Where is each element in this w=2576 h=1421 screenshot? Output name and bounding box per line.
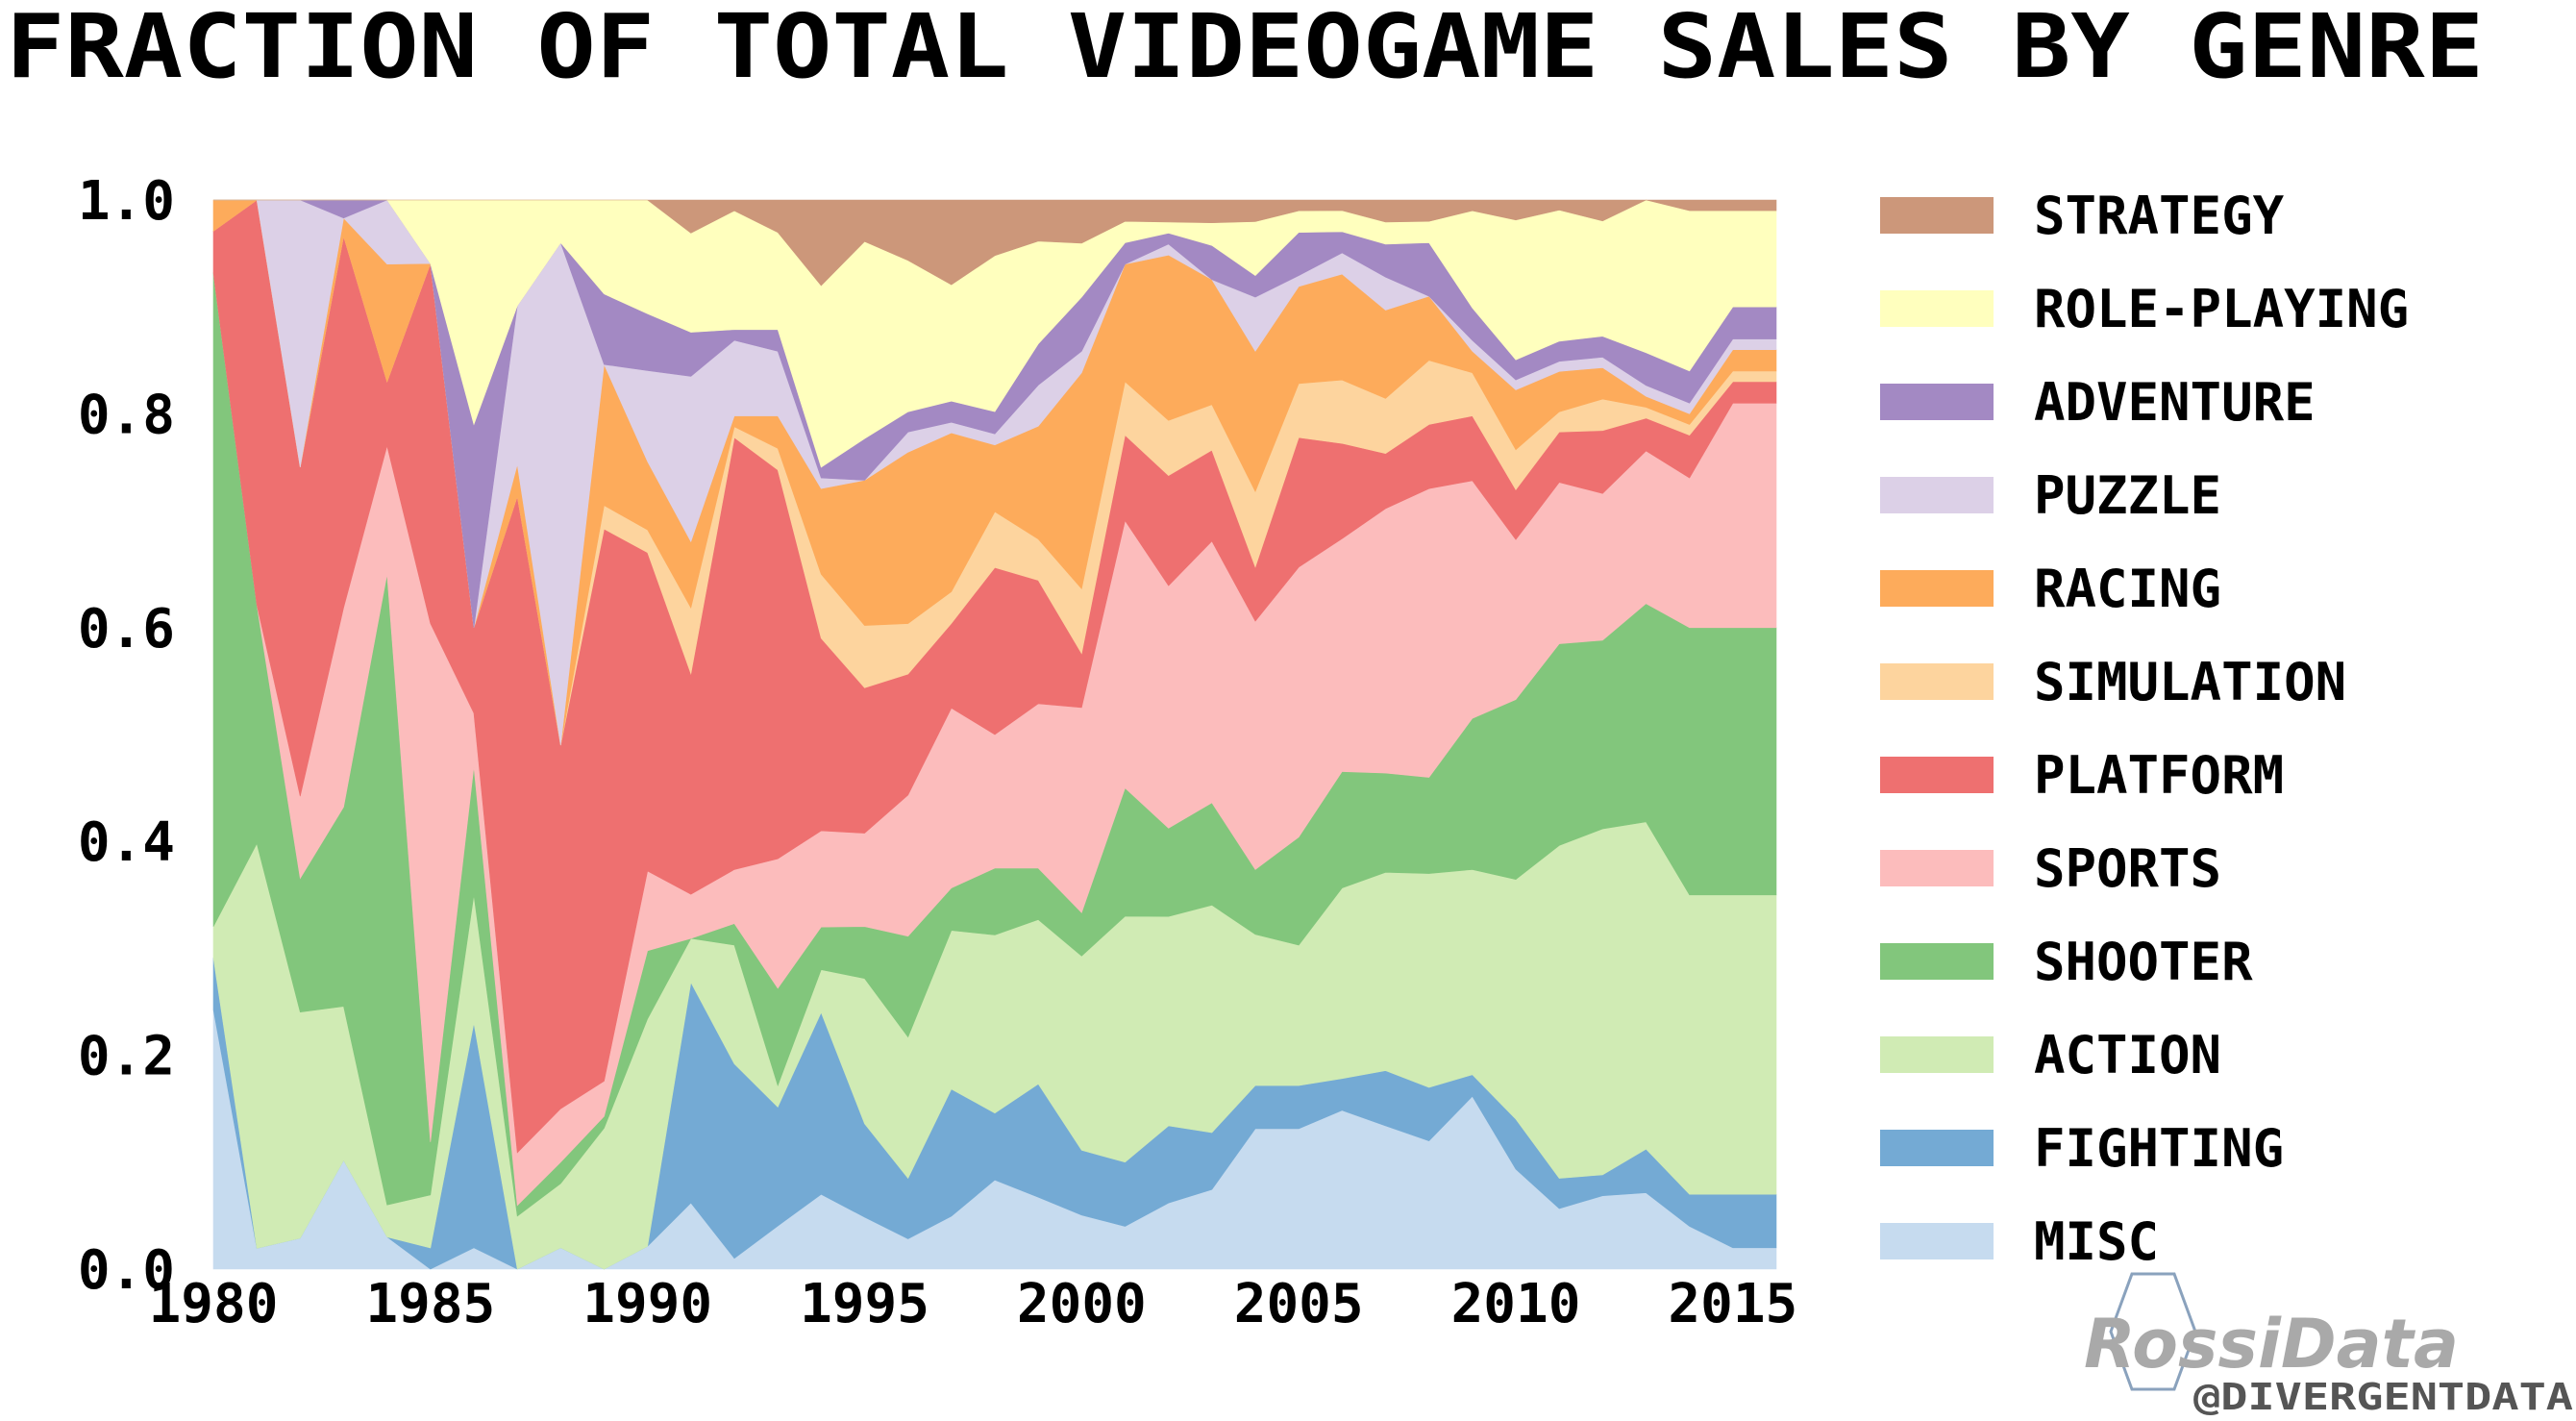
y-tick-label: 0.4 <box>78 811 175 874</box>
legend-swatch <box>1880 1036 1994 1073</box>
x-tick-label: 2010 <box>1451 1273 1581 1335</box>
legend-item-adventure: ADVENTURE <box>1880 372 2316 433</box>
watermark-brand: RossiData <box>2084 1305 2459 1384</box>
x-tick-label: 1980 <box>149 1273 279 1335</box>
y-tick-label: 0.6 <box>78 598 175 661</box>
legend-label: ACTION <box>2034 1025 2221 1085</box>
legend-item-action: ACTION <box>1880 1025 2221 1085</box>
area-strategy <box>213 199 1777 287</box>
legend-item-simulation: SIMULATION <box>1880 652 2346 712</box>
legend-swatch <box>1880 197 1994 234</box>
legend-item-platform: PLATFORM <box>1880 745 2284 806</box>
legend-label: SPORTS <box>2034 838 2221 899</box>
legend-item-shooter: SHOOTER <box>1880 932 2253 992</box>
legend-swatch <box>1880 943 1994 980</box>
legend-swatch <box>1880 757 1994 793</box>
legend-label: FIGHTING <box>2034 1118 2284 1179</box>
x-tick-label: 1995 <box>800 1273 929 1335</box>
legend-swatch <box>1880 1223 1994 1259</box>
legend-swatch <box>1880 384 1994 420</box>
legend-item-fighting: FIGHTING <box>1880 1118 2284 1179</box>
legend-swatch <box>1880 850 1994 886</box>
legend-label: PLATFORM <box>2034 745 2284 806</box>
legend: STRATEGY ROLE-PLAYING ADVENTURE PUZZLE RACIN… <box>1880 186 2409 1272</box>
legend-label: ROLE-PLAYING <box>2034 279 2409 339</box>
legend-label: MISC <box>2034 1211 2159 1272</box>
stacked-areas <box>212 199 1777 1270</box>
legend-swatch <box>1880 290 1994 327</box>
legend-label: RACING <box>2034 559 2221 619</box>
legend-swatch <box>1880 1130 1994 1166</box>
x-tick-label: 2000 <box>1017 1273 1147 1335</box>
watermark-hexagon <box>2109 1272 2197 1391</box>
legend-label: STRATEGY <box>2034 186 2285 246</box>
y-tick-label: 0.8 <box>78 384 175 446</box>
legend-item-strategy: STRATEGY <box>1880 186 2285 246</box>
x-tick-label: 1985 <box>365 1273 495 1335</box>
y-tick-label: 0.0 <box>78 1239 175 1302</box>
y-tick-label: 0.2 <box>78 1026 175 1088</box>
watermark-handle: @DIVERGENTDATA <box>2193 1376 2573 1418</box>
x-tick-label: 2005 <box>1234 1273 1364 1335</box>
legend-swatch <box>1880 570 1994 607</box>
x-tick-label: 2015 <box>1668 1273 1797 1335</box>
x-tick-label: 1990 <box>582 1273 712 1335</box>
legend-item-puzzle: PUZZLE <box>1880 465 2221 526</box>
legend-item-racing: RACING <box>1880 559 2221 619</box>
legend-label: PUZZLE <box>2034 465 2221 526</box>
legend-item-misc: MISC <box>1880 1211 2159 1272</box>
legend-label: ADVENTURE <box>2034 372 2316 433</box>
legend-swatch <box>1880 477 1994 513</box>
y-tick-label: 1.0 <box>78 170 175 233</box>
legend-item-role-playing: ROLE-PLAYING <box>1880 279 2409 339</box>
watermark: RossiData @DIVERGENTDATA <box>2084 1272 2573 1418</box>
legend-swatch <box>1880 663 1994 700</box>
y-axis-ticks: 0.0 0.2 0.4 0.6 0.8 1.0 <box>78 170 175 1302</box>
legend-item-sports: SPORTS <box>1880 838 2221 899</box>
legend-label: SIMULATION <box>2034 652 2346 712</box>
legend-label: SHOOTER <box>2034 932 2253 992</box>
x-axis-ticks: 1980 1985 1990 1995 2000 2005 2010 2015 <box>149 1273 1798 1335</box>
chart-title: FRACTION OF TOTAL VIDEOGAME SALES BY GEN… <box>6 0 2484 98</box>
